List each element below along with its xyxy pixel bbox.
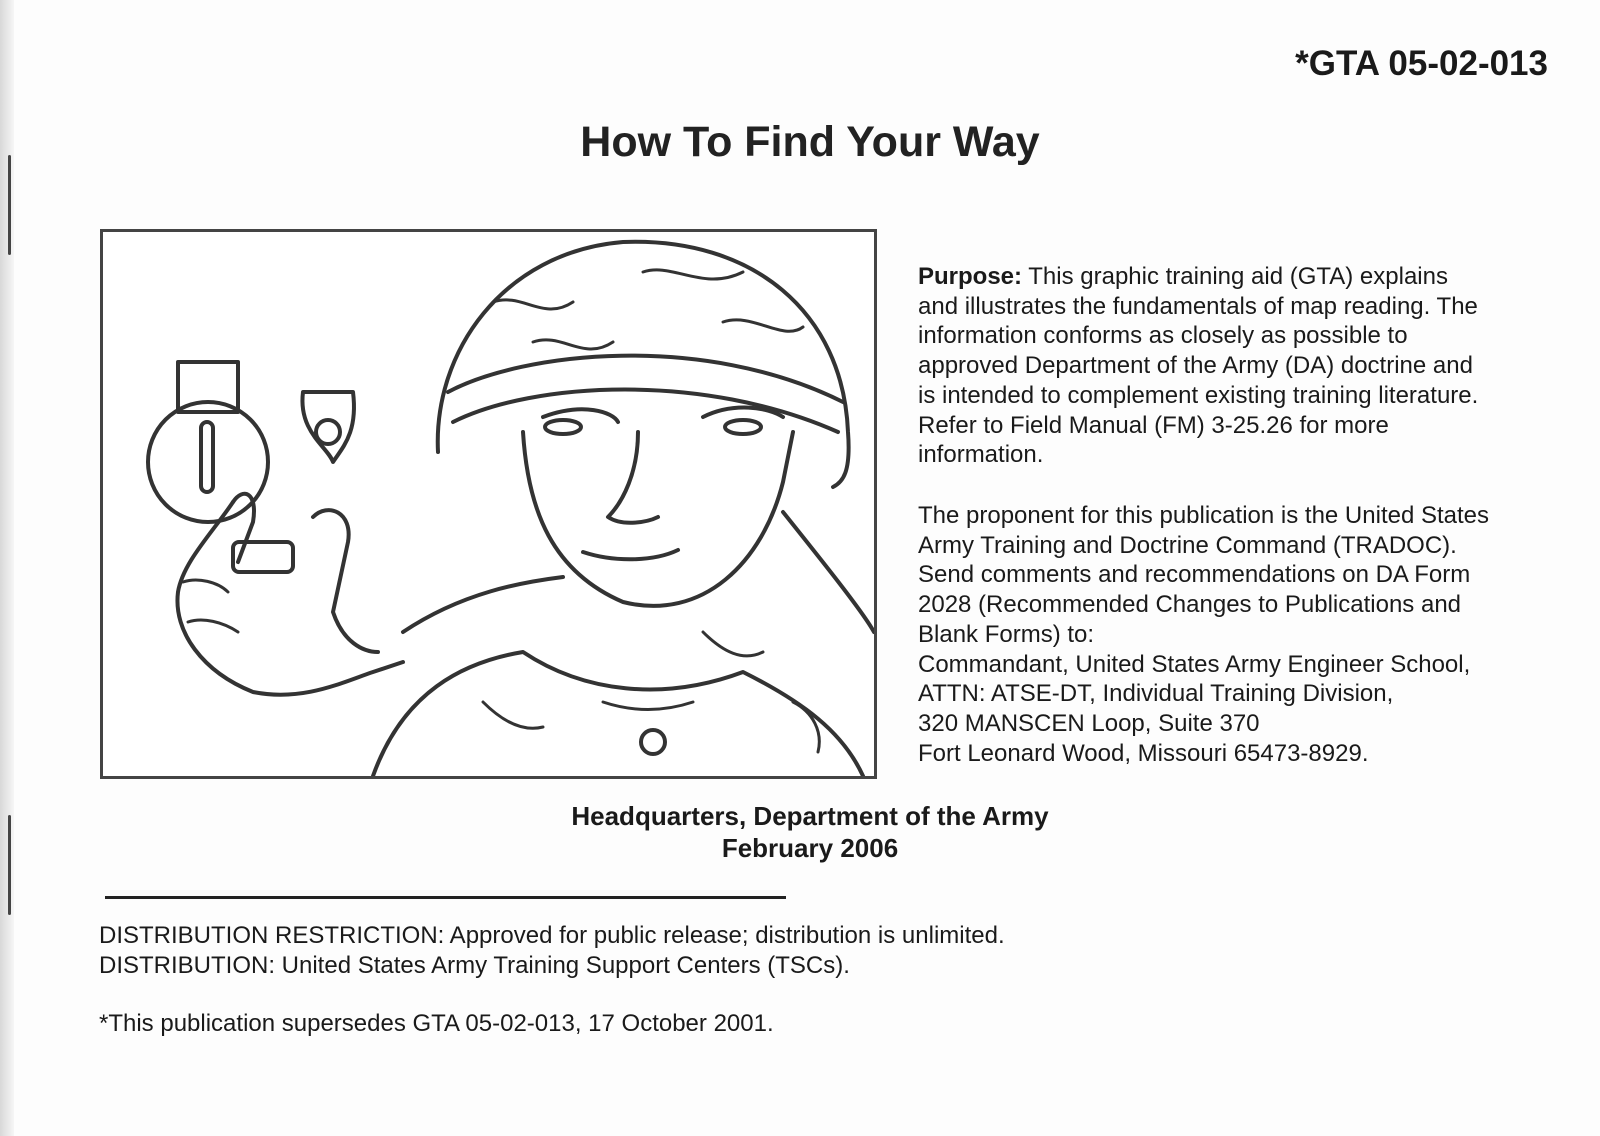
proponent-line: Blank Forms) to: — [918, 620, 1095, 648]
document-number: *GTA 05-02-013 — [1295, 44, 1548, 83]
face-outline — [521, 430, 795, 608]
left-eye — [543, 418, 583, 436]
purpose-text: This graphic training aid (GTA) explains — [1022, 263, 1448, 290]
binding-mark — [8, 155, 11, 255]
address-line: 320 MANSCEN Loop, Suite 370 — [918, 709, 1260, 737]
supersedes-note: *This publication supersedes GTA 05-02-0… — [99, 1010, 774, 1037]
proponent-line: Send comments and recommendations on DA … — [918, 561, 1471, 589]
binding-mark — [8, 815, 11, 915]
address-line: Fort Leonard Wood, Missouri 65473-8929. — [918, 739, 1369, 767]
soldier-compass-illustration — [100, 229, 877, 779]
compass-lens-bracket — [300, 390, 356, 464]
purpose-line: Refer to Field Manual (FM) 3-25.26 for m… — [918, 411, 1389, 439]
right-eye — [723, 418, 763, 436]
issuer-block: Headquarters, Department of the Army Feb… — [0, 800, 1600, 864]
purpose-line: is intended to complement existing train… — [918, 381, 1479, 409]
proponent-line: The proponent for this publication is th… — [918, 502, 1490, 529]
purpose-line: and illustrates the fundamentals of map … — [918, 292, 1478, 320]
purpose-label: Purpose: — [918, 263, 1023, 290]
compass-body — [146, 400, 270, 524]
purpose-line-1: Purpose: This graphic training aid (GTA)… — [918, 262, 1478, 292]
distribution-block: DISTRIBUTION RESTRICTION: Approved for p… — [99, 921, 1005, 981]
purpose-line: approved Department of the Army (DA) doc… — [918, 352, 1473, 380]
proponent-line: 2028 (Recommended Changes to Publication… — [918, 591, 1462, 619]
address-line: Commandant, United States Army Engineer … — [918, 650, 1471, 678]
purpose-line: information conforms as closely as possi… — [918, 322, 1408, 350]
proponent-line: Army Training and Doctrine Command (TRAD… — [918, 531, 1457, 559]
issuer-name: Headquarters, Department of the Army — [571, 801, 1049, 831]
address-line: ATTN: ATSE-DT, Individual Training Divis… — [918, 680, 1394, 708]
purpose-paragraph: Purpose: This graphic training aid (GTA)… — [918, 262, 1478, 470]
divider-rule — [105, 896, 786, 899]
purpose-line: information. — [918, 441, 1044, 469]
helmet-outline — [435, 239, 851, 489]
distribution-statement: DISTRIBUTION: United States Army Trainin… — [99, 952, 850, 979]
distribution-restriction: DISTRIBUTION RESTRICTION: Approved for p… — [99, 922, 1005, 949]
proponent-paragraph: The proponent for this publication is th… — [918, 501, 1489, 768]
hand-outline — [175, 500, 405, 697]
issue-date: February 2006 — [721, 833, 899, 863]
page-edge-shadow — [0, 0, 14, 1136]
page-title: How To Find Your Way — [580, 118, 1040, 166]
compass-sight — [176, 360, 240, 414]
